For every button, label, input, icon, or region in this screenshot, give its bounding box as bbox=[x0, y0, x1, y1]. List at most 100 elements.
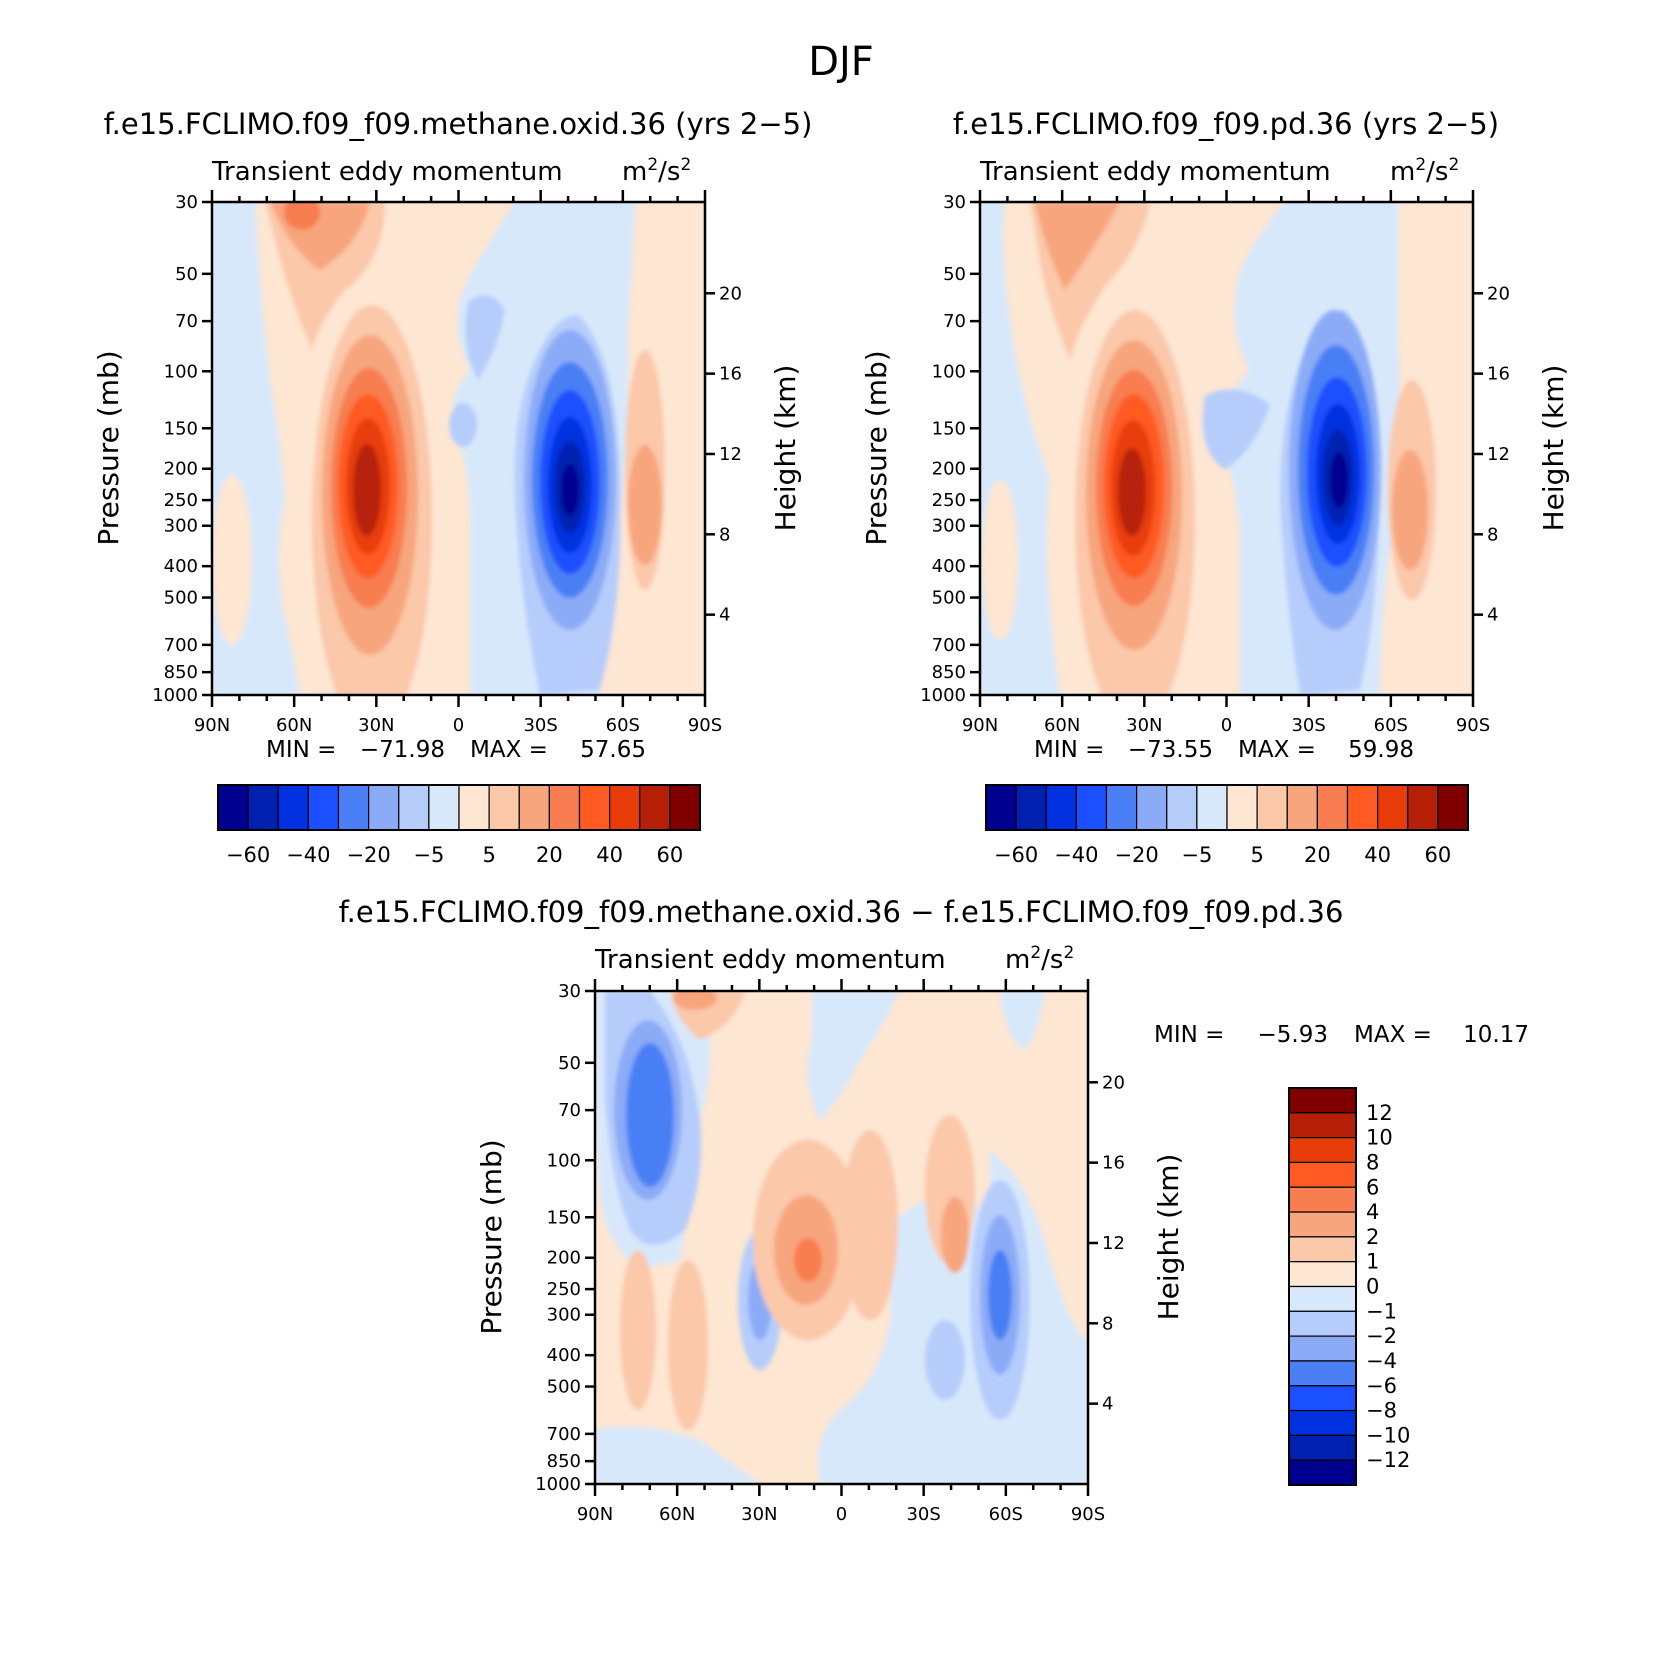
panel-1-y2label: Height (km) bbox=[769, 365, 802, 532]
y-tick-label: 700 bbox=[164, 635, 198, 656]
panel-1-max-label: MAX = bbox=[470, 737, 548, 763]
colorbar-swatch bbox=[1288, 1385, 1357, 1412]
y-tick-label: 250 bbox=[164, 490, 198, 511]
colorbar-swatch bbox=[1288, 1261, 1357, 1288]
colorbar-label: 60 bbox=[1425, 843, 1452, 867]
y2-tick-label: 12 bbox=[1102, 1233, 1125, 1254]
y-tick-label: 300 bbox=[547, 1305, 581, 1326]
colorbar-label: −10 bbox=[1366, 1423, 1410, 1447]
y2-tick-label: 4 bbox=[1102, 1394, 1113, 1415]
y-tick-label: 30 bbox=[558, 981, 581, 1002]
colorbar-label: 8 bbox=[1366, 1150, 1379, 1174]
x-tick-label: 90S bbox=[688, 715, 722, 736]
panel-1-contour-fill bbox=[561, 464, 579, 516]
colorbar-swatch bbox=[1136, 784, 1168, 831]
panel-3-contour-fill bbox=[941, 1197, 969, 1273]
panel-3-subtitle: Transient eddy momentum bbox=[594, 945, 946, 975]
y-tick-label: 400 bbox=[547, 1345, 581, 1366]
y-tick-label: 500 bbox=[547, 1377, 581, 1398]
colorbar-swatch bbox=[368, 784, 400, 831]
x-tick-label: 0 bbox=[1221, 715, 1232, 736]
panel-3-min-value: −5.93 bbox=[1258, 1022, 1328, 1048]
panel-2-contour-fill bbox=[1035, 202, 1120, 290]
colorbar-swatch bbox=[1288, 1161, 1357, 1188]
panel-3-units: m2/s2 bbox=[1005, 943, 1074, 975]
panel-3-contour-fill bbox=[673, 991, 717, 1010]
panel-3-ylabel: Pressure (mb) bbox=[475, 1139, 508, 1334]
y-tick-label: 300 bbox=[932, 516, 966, 537]
y-tick-label: 70 bbox=[175, 311, 198, 332]
colorbar-label: −8 bbox=[1366, 1399, 1397, 1423]
colorbar-swatch bbox=[398, 784, 430, 831]
panel-1-ylabel: Pressure (mb) bbox=[92, 350, 125, 545]
colorbar-swatch bbox=[307, 784, 340, 831]
y2-tick-label: 16 bbox=[719, 364, 742, 385]
colorbar-swatch bbox=[609, 784, 641, 831]
colorbar-swatch bbox=[1288, 1236, 1357, 1263]
y-tick-label: 700 bbox=[932, 635, 966, 656]
colorbar-swatch bbox=[1288, 1409, 1357, 1436]
x-tick-label: 60N bbox=[659, 1504, 695, 1525]
colorbar-swatch bbox=[1256, 784, 1288, 831]
panel-2-min-value: −73.55 bbox=[1128, 737, 1213, 763]
panel-2-contour-fill bbox=[1202, 389, 1270, 470]
y2-tick-label: 12 bbox=[719, 444, 742, 465]
panel-1-max-value: 57.65 bbox=[580, 737, 646, 763]
panel-2-ylabel: Pressure (mb) bbox=[860, 350, 893, 545]
y-tick-label: 250 bbox=[547, 1279, 581, 1300]
colorbar-label: −2 bbox=[1366, 1324, 1397, 1348]
y2-tick-label: 8 bbox=[1487, 524, 1498, 545]
panel-1-colorbar: −60 −40 −20 −5 5 20 40 60 bbox=[217, 784, 701, 867]
colorbar-swatch bbox=[1288, 1459, 1357, 1486]
x-tick-label: 60S bbox=[606, 715, 640, 736]
y-tick-label: 500 bbox=[932, 588, 966, 609]
panel-3-contour-fill bbox=[1000, 991, 1045, 1050]
y-tick-label: 200 bbox=[932, 459, 966, 480]
x-tick-label: 90N bbox=[194, 715, 230, 736]
panel-2-max-value: 59.98 bbox=[1348, 737, 1414, 763]
panel-3-contour-fill bbox=[842, 1130, 898, 1320]
colorbar-label: −40 bbox=[1054, 843, 1098, 867]
y2-tick-label: 8 bbox=[1102, 1313, 1113, 1334]
x-tick-label: 30N bbox=[741, 1504, 777, 1525]
colorbar-swatch bbox=[1105, 784, 1138, 831]
panel-1-contour-fill bbox=[353, 444, 381, 536]
panel-3-contour-fill bbox=[807, 991, 900, 1120]
colorbar-label: −1 bbox=[1366, 1299, 1397, 1323]
colorbar-swatch bbox=[1377, 784, 1409, 831]
x-tick-label: 90S bbox=[1456, 715, 1490, 736]
colorbar-label: 5 bbox=[1250, 843, 1263, 867]
panel-2-axes bbox=[970, 190, 1483, 707]
panel-3-contour-fill bbox=[988, 1250, 1012, 1340]
colorbar-label: −6 bbox=[1366, 1374, 1397, 1398]
y-tick-label: 850 bbox=[932, 662, 966, 683]
colorbar-label: 4 bbox=[1366, 1200, 1379, 1224]
y-tick-label: 150 bbox=[547, 1207, 581, 1228]
colorbar-label: −20 bbox=[1114, 843, 1158, 867]
y2-tick-label: 16 bbox=[1102, 1153, 1125, 1174]
y-tick-label: 400 bbox=[932, 556, 966, 577]
panel-1-contour-fill bbox=[449, 403, 477, 447]
x-tick-label: 60N bbox=[276, 715, 312, 736]
panel-1-minmax: MIN = −71.98 MAX = 57.65 bbox=[266, 737, 646, 763]
x-tick-label: 30S bbox=[1291, 715, 1325, 736]
colorbar-label: 60 bbox=[657, 843, 684, 867]
x-tick-label: 30S bbox=[523, 715, 557, 736]
x-tick-label: 90S bbox=[1071, 1504, 1105, 1525]
figure-title: DJF bbox=[808, 39, 874, 85]
x-tick-label: 90N bbox=[962, 715, 998, 736]
panel-2-contour-fill bbox=[1330, 452, 1348, 508]
colorbar-swatch bbox=[1286, 784, 1318, 831]
colorbar-label: 40 bbox=[596, 843, 623, 867]
y-tick-label: 700 bbox=[547, 1424, 581, 1445]
colorbar-swatch bbox=[488, 784, 520, 831]
panel-2-min-label: MIN = bbox=[1034, 737, 1104, 763]
panel-1-min-value: −71.98 bbox=[360, 737, 445, 763]
panel-3-min-label: MIN = bbox=[1154, 1022, 1224, 1048]
colorbar-swatch bbox=[1288, 1112, 1357, 1139]
colorbar-swatch bbox=[1288, 1211, 1357, 1238]
panel-1-units: m2/s2 bbox=[622, 155, 691, 187]
colorbar-swatch bbox=[578, 784, 611, 831]
colorbar-swatch bbox=[428, 784, 460, 831]
x-tick-label: 30N bbox=[358, 715, 394, 736]
